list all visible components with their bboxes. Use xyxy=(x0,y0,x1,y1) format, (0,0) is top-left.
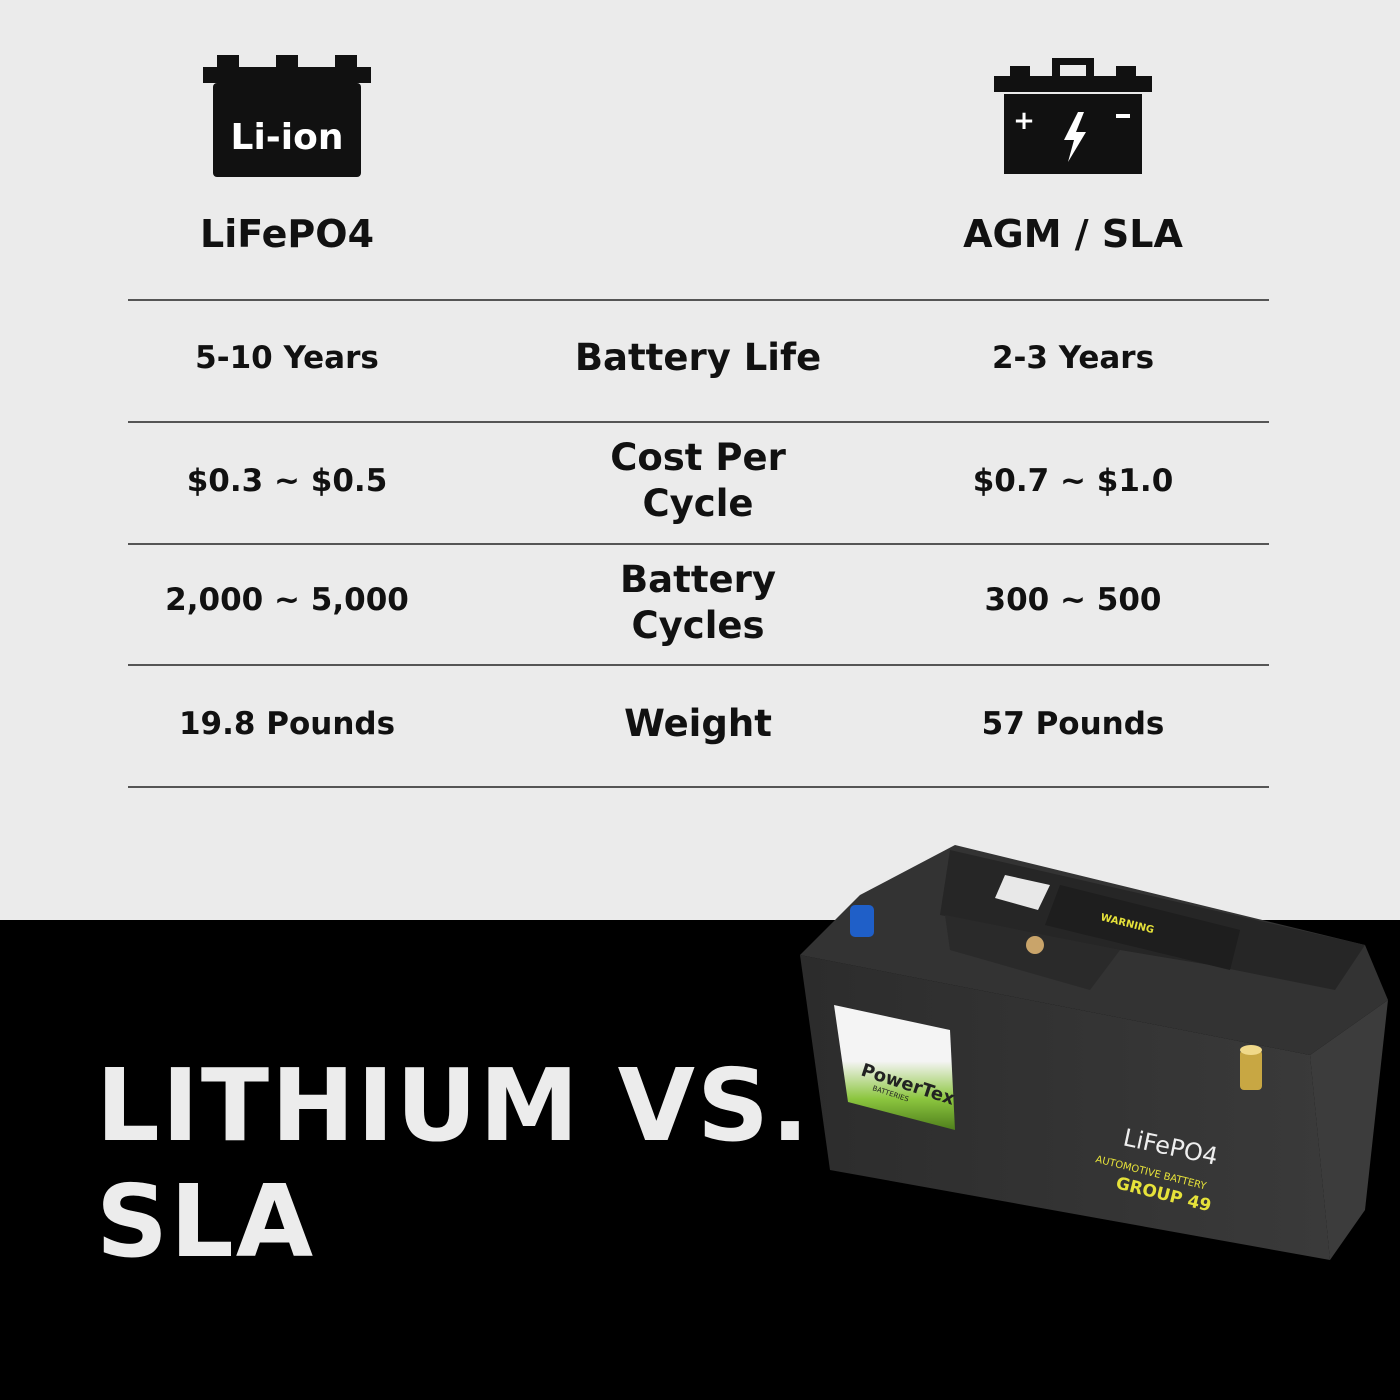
agm-battery-life: 2-3 Years xyxy=(991,340,1155,376)
headline-line-1: LITHIUM VS. xyxy=(96,1047,811,1164)
agm-sla-heading: AGM / SLA xyxy=(963,212,1183,256)
headline-line-2: SLA xyxy=(96,1163,316,1280)
divider xyxy=(128,299,1269,301)
lifepo4-heading: LiFePO4 xyxy=(199,212,375,256)
divider xyxy=(128,786,1269,788)
row-label-battery-cycles: Battery Cycles xyxy=(619,558,776,647)
powertex-battery-product-image: WARNING PowerTex BATTERIES LiFePO4 AUTOM… xyxy=(800,845,1388,1260)
agm-cost-per-cycle: $0.7 ~ $1.0 xyxy=(972,463,1174,499)
lead-acid-battery-icon: + xyxy=(994,58,1152,176)
lifepo4-battery-cycles: 2,000 ~ 5,000 xyxy=(165,582,409,618)
row-label-battery-life: Battery Life xyxy=(574,336,822,379)
divider xyxy=(128,421,1269,423)
svg-text:+: + xyxy=(1013,106,1035,136)
divider xyxy=(128,543,1269,545)
li-ion-battery-icon: Li-ion xyxy=(203,55,371,177)
lifepo4-cost-per-cycle: $0.3 ~ $0.5 xyxy=(186,463,388,499)
li-ion-icon-text: Li-ion xyxy=(231,117,344,158)
row-label-cost-per-cycle: Cost Per Cycle xyxy=(610,436,786,525)
agm-weight: 57 Pounds xyxy=(981,706,1165,742)
lifepo4-weight: 19.8 Pounds xyxy=(178,706,396,742)
agm-battery-cycles: 300 ~ 500 xyxy=(984,582,1162,618)
divider xyxy=(128,664,1269,666)
headline: LITHIUM VS. SLA xyxy=(96,1048,811,1280)
row-label-weight: Weight xyxy=(624,702,772,745)
lifepo4-battery-life: 5-10 Years xyxy=(195,340,379,376)
